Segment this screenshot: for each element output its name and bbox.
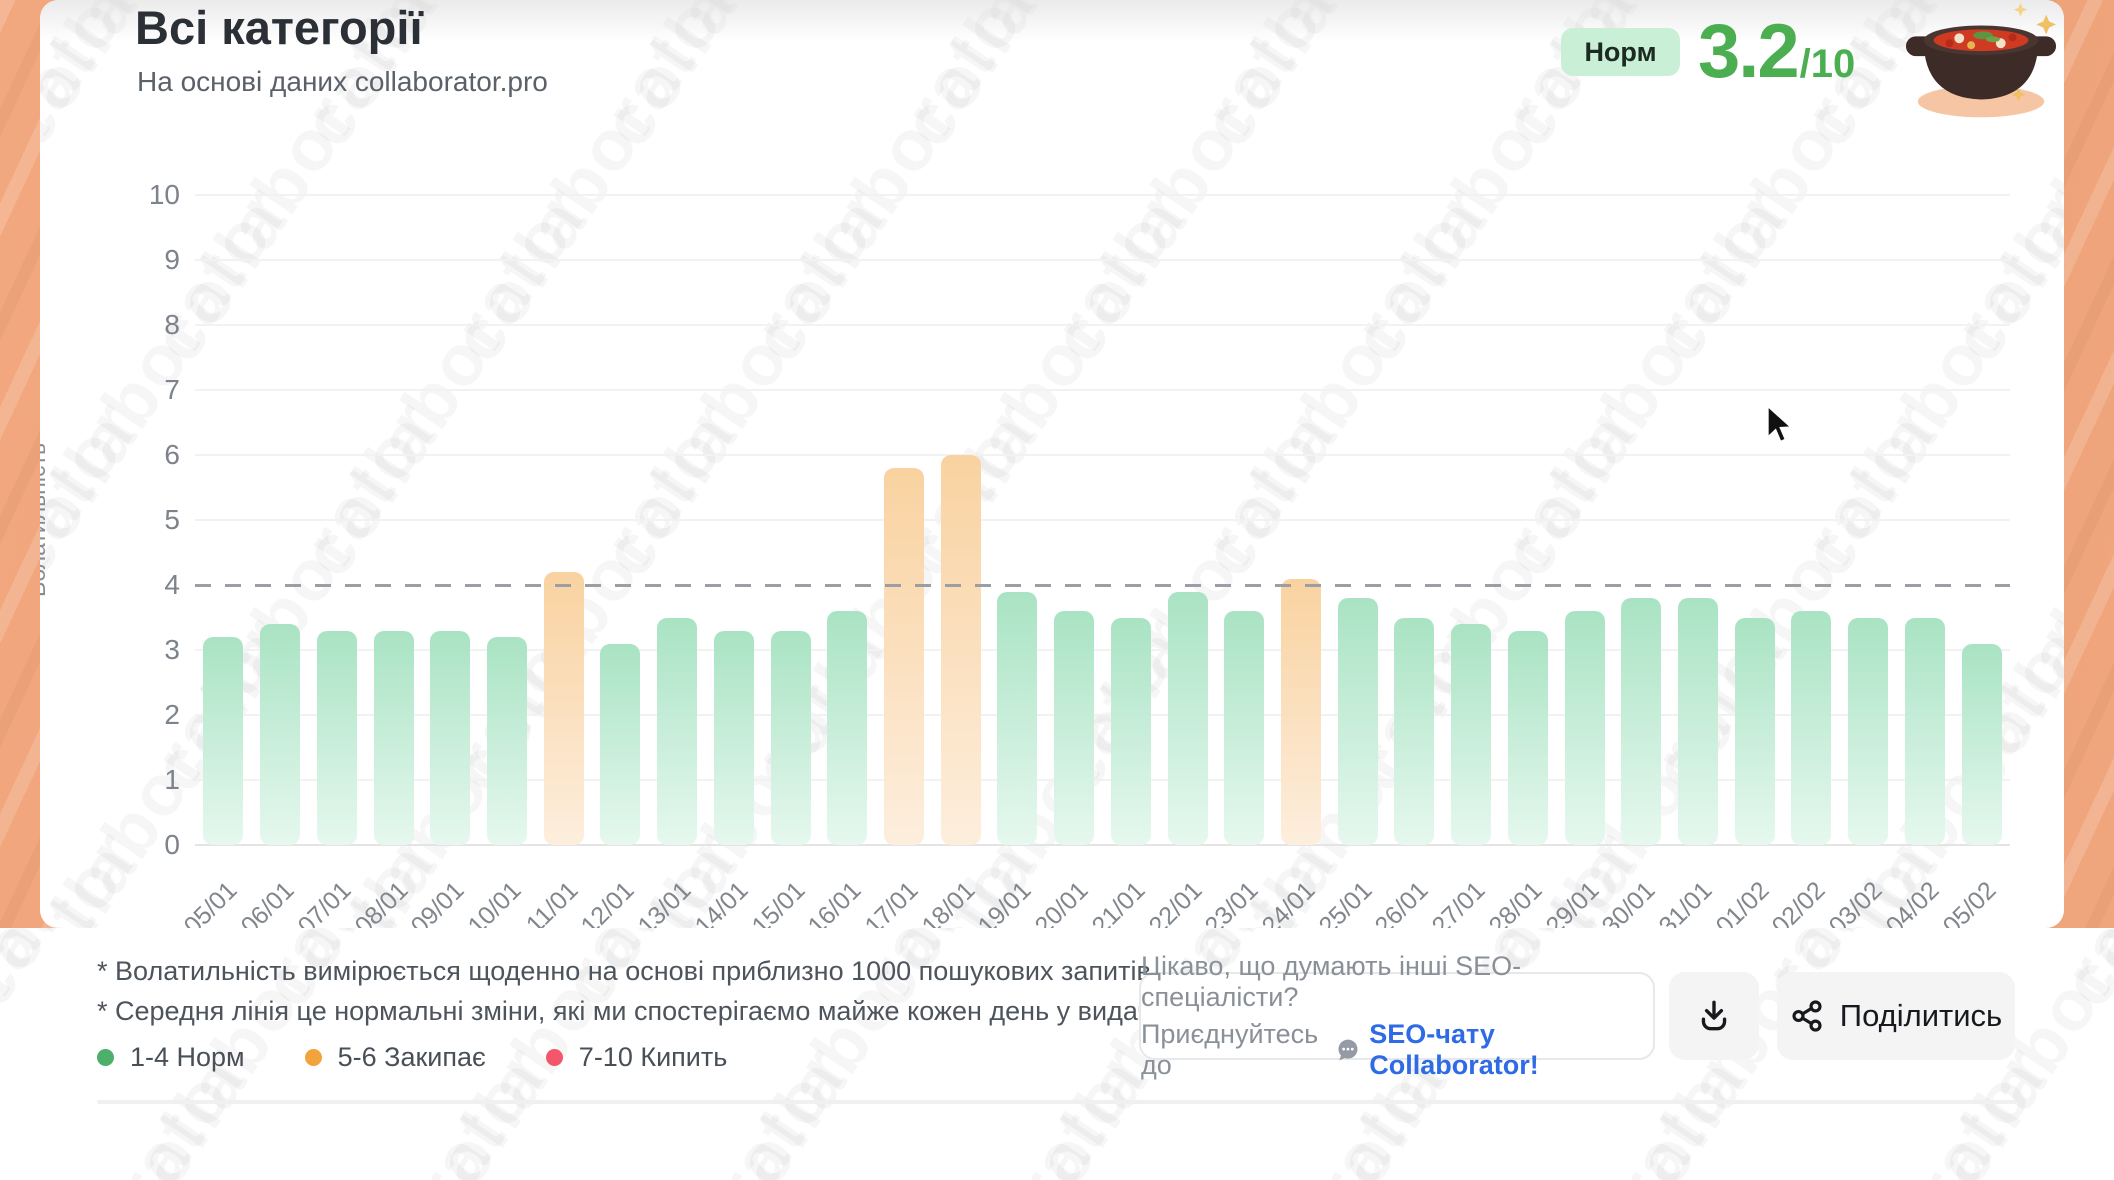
cta-line2-prefix: Приєднуйтесь до [1141, 1019, 1319, 1080]
status-badge: Норм [1561, 28, 1680, 76]
bar-17/01[interactable] [883, 468, 924, 845]
bar-02/02[interactable] [1791, 611, 1832, 845]
bar-22/01[interactable] [1167, 591, 1208, 845]
bar-15/01[interactable] [770, 630, 811, 845]
share-button[interactable]: Поділитись [1777, 972, 2015, 1060]
gridline [195, 519, 2010, 521]
y-tick-label: 0 [164, 829, 180, 860]
bar-18/01[interactable] [940, 455, 981, 845]
page-subtitle: На основі даних collaborator.pro [137, 66, 548, 97]
y-tick-label: 3 [164, 634, 180, 665]
legend-item: 1-4 Норм [97, 1042, 245, 1073]
bar-24/01[interactable] [1281, 578, 1322, 845]
bar-03/02[interactable] [1848, 617, 1889, 845]
bar-04/02[interactable] [1904, 617, 1945, 845]
cta-line1: Цікаво, що думають інші SEO-спеціалісти? [1141, 951, 1522, 1012]
score-value: 3.2 [1698, 9, 1800, 94]
footnote-1: * Волатильність вимірюється щоденно на о… [97, 956, 1159, 986]
bar-23/01[interactable] [1224, 611, 1265, 845]
chart-legend: 1-4 Норм 5-6 Закипає 7-10 Кипить [97, 1042, 787, 1073]
cta-line2: Приєднуйтесь до SEO-чату Collaborator! [1141, 1019, 1631, 1081]
bar-11/01[interactable] [543, 572, 584, 845]
bar-20/01[interactable] [1054, 611, 1095, 845]
score: 3.2 /10 [1698, 8, 1855, 95]
cta-box: Цікаво, що думають інші SEO-спеціалісти?… [1139, 951, 1655, 1080]
y-tick-label: 2 [164, 699, 180, 730]
watermark-text: collaborator [2046, 928, 2114, 1021]
y-tick-label: 1 [164, 764, 180, 795]
watermark-text: collaborator [846, 1031, 1167, 1180]
gridline [195, 389, 2010, 391]
gridline [195, 649, 2010, 651]
bar-12/01[interactable] [600, 643, 641, 845]
y-tick-label: 10 [148, 179, 180, 210]
borscht-pot-icon [1905, 2, 2057, 118]
bar-09/01[interactable] [430, 630, 471, 845]
bar-29/01[interactable] [1564, 611, 1605, 845]
y-tick-label: 7 [164, 374, 180, 405]
page-title: Всі категорії [135, 1, 423, 54]
y-tick-label: 8 [164, 309, 180, 340]
bar-31/01[interactable] [1678, 598, 1719, 845]
legend-dot-icon [97, 1049, 114, 1066]
score-max: /10 [1799, 42, 1856, 86]
gridline [195, 844, 2010, 846]
bar-06/01[interactable] [260, 624, 301, 845]
y-axis-title: Волатильність [40, 443, 50, 597]
bar-19/01[interactable] [997, 591, 1038, 845]
legend-label: 1-4 Норм [130, 1042, 245, 1072]
bar-25/01[interactable] [1337, 598, 1378, 845]
legend-label: 5-6 Закипає [337, 1042, 486, 1072]
reference-line [195, 584, 2010, 587]
chat-bubble-icon [1338, 1039, 1358, 1061]
gridline [195, 779, 2010, 781]
y-tick-label: 9 [164, 244, 180, 275]
bar-10/01[interactable] [486, 637, 527, 845]
legend-item: 7-10 Кипить [545, 1042, 728, 1073]
footer-divider [97, 1100, 2017, 1104]
bar-26/01[interactable] [1394, 617, 1435, 845]
download-button[interactable] [1669, 972, 1759, 1060]
gridline [195, 714, 2010, 716]
bar-05/01[interactable] [203, 637, 244, 845]
mouse-cursor [1766, 405, 1794, 443]
bar-16/01[interactable] [827, 611, 868, 845]
y-tick-label: 5 [164, 504, 180, 535]
bar-01/02[interactable] [1734, 617, 1775, 845]
legend-dot-icon [545, 1049, 563, 1066]
bar-27/01[interactable] [1451, 624, 1492, 845]
gridline [195, 194, 2010, 196]
chart-plot: Волатильність 0 1 2 3 4 5 6 7 8 9 10 05/01 06/01 07/0… [40, 0, 2064, 928]
y-tick-label: 4 [164, 569, 180, 600]
seo-chat-link[interactable]: SEO-чату Collaborator! [1369, 1019, 1539, 1080]
share-button-label: Поділитись [1839, 998, 2003, 1033]
x-tick-label: 05/01 [178, 876, 243, 928]
footnote-2: * Середня лінія це нормальні зміни, які … [97, 996, 1158, 1026]
y-tick-label: 6 [164, 439, 180, 470]
bar-07/01[interactable] [316, 630, 357, 845]
share-icon [1792, 1000, 1822, 1032]
download-icon [1701, 1000, 1727, 1031]
bar-14/01[interactable] [713, 630, 754, 845]
footer: collaboratorcollaboratorcollaboratorcoll… [0, 928, 2114, 1180]
legend-label: 7-10 Кипить [578, 1042, 728, 1072]
legend-dot-icon [304, 1049, 322, 1066]
watermark-text: collaborator [2046, 1031, 2114, 1180]
gridline [195, 324, 2010, 326]
bar-13/01[interactable] [657, 617, 698, 845]
gridline [195, 454, 2010, 456]
bar-28/01[interactable] [1507, 630, 1548, 845]
bar-21/01[interactable] [1110, 617, 1151, 845]
gridline [195, 259, 2010, 261]
bar-05/02[interactable] [1961, 643, 2002, 845]
bar-08/01[interactable] [373, 630, 414, 845]
bar-30/01[interactable] [1621, 598, 1662, 845]
legend-item: 5-6 Закипає [304, 1042, 486, 1073]
chart-card: collaboratorcollaboratorcollaboratorcoll… [40, 0, 2064, 928]
